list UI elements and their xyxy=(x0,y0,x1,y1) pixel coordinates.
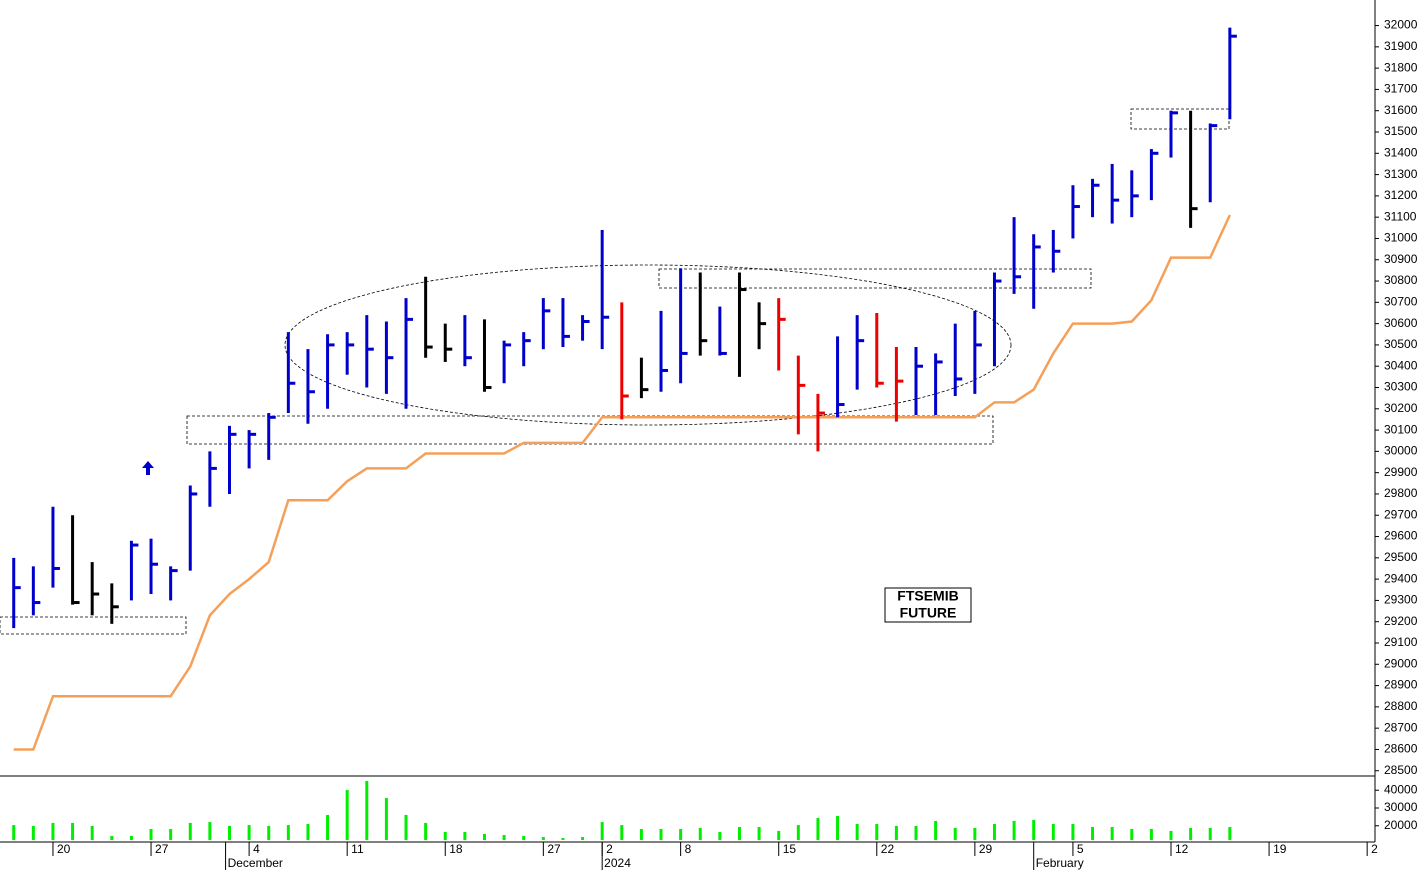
x-tick-label: 2 xyxy=(606,842,613,856)
month-label: February xyxy=(1036,856,1084,870)
y-tick-label: 31000 xyxy=(1384,231,1418,245)
label-line: FTSEMIB xyxy=(897,588,958,604)
x-tick-label: 29 xyxy=(979,842,993,856)
annotations xyxy=(0,108,1230,635)
y-tick-label: 31700 xyxy=(1384,82,1418,96)
x-tick-label: 27 xyxy=(547,842,561,856)
y-tick-label: 28800 xyxy=(1384,699,1418,713)
y-tick-label: 30600 xyxy=(1384,316,1418,330)
x-tick-label: 4 xyxy=(253,842,260,856)
y-tick-label: 31800 xyxy=(1384,60,1418,74)
x-tick-label: 12 xyxy=(1175,842,1189,856)
y-tick-label: 28700 xyxy=(1384,720,1418,734)
y-tick-label: 31500 xyxy=(1384,124,1418,138)
month-label: 2024 xyxy=(604,856,631,870)
x-tick-label: 2 xyxy=(1371,842,1378,856)
y-tick-label: 29400 xyxy=(1384,571,1418,585)
x-tick-label: 8 xyxy=(685,842,692,856)
y-tick-label: 30500 xyxy=(1384,337,1418,351)
y-tick-label: 29700 xyxy=(1384,507,1418,521)
month-label: December xyxy=(228,856,283,870)
x-tick-label: 19 xyxy=(1273,842,1287,856)
y-tick-label: 29900 xyxy=(1384,465,1418,479)
label-line: FUTURE xyxy=(900,605,957,621)
y-tick-label: 29000 xyxy=(1384,656,1418,670)
y-tick-label: 31300 xyxy=(1384,167,1418,181)
x-tick-label: 27 xyxy=(155,842,169,856)
x-tick-label: 18 xyxy=(449,842,463,856)
y-tick-label: 31600 xyxy=(1384,103,1418,117)
y-tick-label: 32000 xyxy=(1384,18,1418,32)
x-tick-label: 11 xyxy=(351,842,364,856)
y-tick-label: 30400 xyxy=(1384,358,1418,372)
x-tick-label: 15 xyxy=(783,842,797,856)
y-tick-label: 28900 xyxy=(1384,678,1418,692)
y-tick-label: 30200 xyxy=(1384,401,1418,415)
y-tick-label: 28600 xyxy=(1384,742,1418,756)
y-tick-label: 29500 xyxy=(1384,550,1418,564)
y-tick-label: 30800 xyxy=(1384,273,1418,287)
y-tick-label: 30700 xyxy=(1384,295,1418,309)
y-tick-label: 29300 xyxy=(1384,593,1418,607)
range-box xyxy=(0,616,187,635)
y-tick-label: 30000 xyxy=(1384,444,1418,458)
volume-tick-label: 30000 xyxy=(1384,800,1418,814)
y-tick-label: 31200 xyxy=(1384,188,1418,202)
y-tick-label: 31400 xyxy=(1384,145,1418,159)
x-tick-label: 20 xyxy=(57,842,71,856)
y-tick-label: 29200 xyxy=(1384,614,1418,628)
volume-tick-label: 20000 xyxy=(1384,818,1418,832)
label-box xyxy=(884,587,972,623)
signal-arrow xyxy=(142,461,154,475)
y-tick-label: 31900 xyxy=(1384,39,1418,53)
x-tick-label: 5 xyxy=(1077,842,1084,856)
y-tick-label: 29100 xyxy=(1384,635,1418,649)
volume-tick-label: 40000 xyxy=(1384,782,1418,796)
y-tick-label: 28500 xyxy=(1384,763,1418,777)
y-tick-label: 31100 xyxy=(1384,209,1417,223)
x-tick-label: 22 xyxy=(881,842,895,856)
range-ellipse xyxy=(284,264,1012,426)
y-tick-label: 29800 xyxy=(1384,486,1418,500)
y-tick-label: 30100 xyxy=(1384,422,1418,436)
y-tick-label: 30300 xyxy=(1384,380,1418,394)
range-box xyxy=(186,415,994,445)
y-tick-label: 30900 xyxy=(1384,252,1418,266)
range-box xyxy=(658,268,1092,289)
y-tick-label: 29600 xyxy=(1384,529,1418,543)
